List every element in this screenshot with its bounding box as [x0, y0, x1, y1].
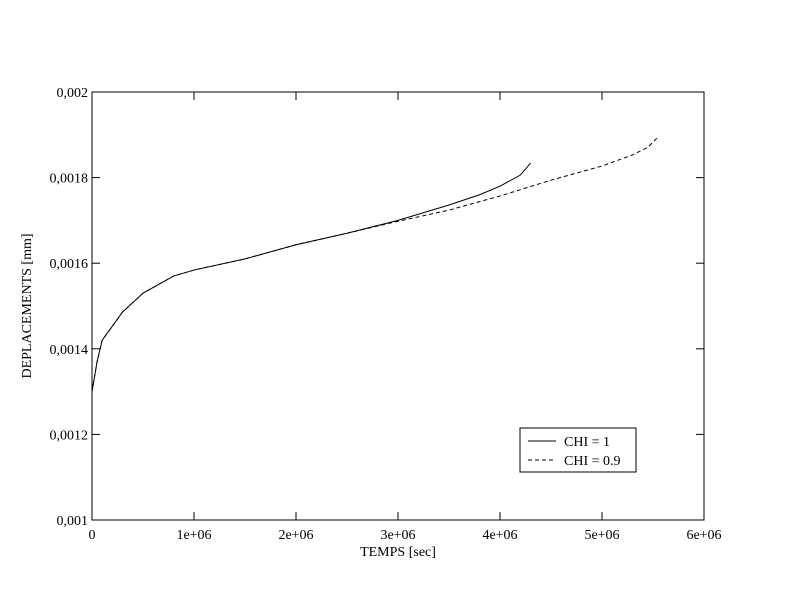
x-tick-label: 4e+06 [482, 528, 517, 543]
legend-label: CHI = 1 [564, 435, 610, 450]
y-tick-label: 0,002 [57, 86, 89, 101]
legend-box [519, 427, 637, 473]
x-tick-label: 1e+06 [176, 528, 211, 543]
series-line [91, 136, 659, 392]
x-tick-label: 0 [89, 528, 96, 543]
x-tick-label: 3e+06 [380, 528, 415, 543]
y-tick-label: 0,001 [57, 514, 89, 529]
y-axis-label: DEPLACEMENTS [mm] [20, 233, 35, 378]
y-tick-label: 0,0016 [50, 257, 89, 272]
x-tick-label: 5e+06 [584, 528, 619, 543]
y-tick-label: 0,0012 [50, 428, 89, 443]
y-tick-label: 0,0018 [50, 172, 89, 187]
x-tick-label: 6e+06 [686, 528, 721, 543]
y-tick-label: 0,0014 [50, 343, 89, 358]
x-axis-label: TEMPS [sec] [360, 545, 436, 560]
series-line [91, 162, 531, 392]
x-tick-label: 2e+06 [278, 528, 313, 543]
legend-label: CHI = 0.9 [564, 454, 621, 469]
